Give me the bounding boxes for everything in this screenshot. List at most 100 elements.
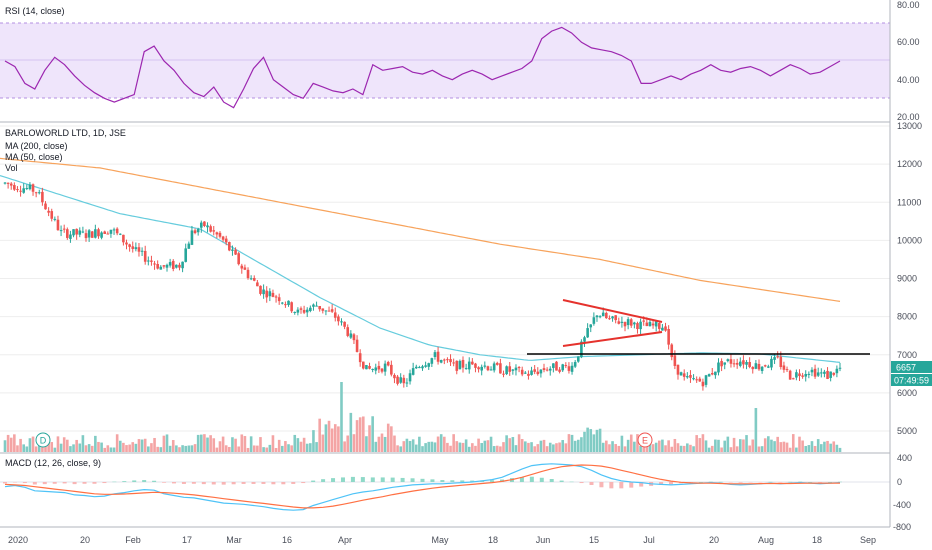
candle-body [321,308,325,311]
candle-body [37,192,41,194]
macd-hist-bar [490,480,495,482]
candle-body [567,366,571,371]
x-axis-label: Sep [860,535,876,545]
x-axis[interactable]: 2020 20 Feb 17 Mar 16 Apr May 18 Jun 15 Jul 20 Aug 18 S… [8,535,876,545]
volume-bar [555,443,558,452]
volume-bar [686,443,689,452]
macd-y-axis[interactable]: 400 0 -400 -800 [893,453,912,532]
candle-body [162,265,166,267]
candle-body [530,370,533,375]
macd-hist-bar [42,482,47,485]
last-price-tag: 6657 07:49:59 [891,361,932,386]
macd-hist-bar [350,476,355,482]
macd-signal-line [4,464,841,509]
triangle-lower-trendline[interactable] [562,331,663,347]
triangle-upper-trendline[interactable] [562,299,663,323]
volume-bar [72,444,75,452]
macd-hist-bar [738,482,743,483]
candle-body [327,310,331,312]
candle-body [94,229,97,238]
candle-body [337,316,340,322]
candle-body [782,365,786,370]
candle-body [66,229,69,238]
candle-body [109,229,113,234]
candle-body [402,377,406,384]
candle-body [165,264,169,268]
volume-bar [203,434,206,452]
volume-bar [573,440,577,452]
candle-body [175,264,178,268]
dividend-badge[interactable]: D [35,432,51,448]
signal-path [4,464,841,509]
volume-bar [742,439,745,452]
volume-bar [779,442,783,452]
candle-body [75,228,78,235]
x-axis-label: Apr [338,535,352,545]
macd-hist-bar [659,482,664,485]
candle-body [168,262,172,266]
candle-body [492,363,496,371]
candle-body [508,366,512,372]
candle-body [262,289,265,295]
volume-bar [165,434,169,452]
macd-hist-bar [599,482,604,488]
volume-bar [274,447,278,452]
price-panel: D E BARLOWORLD LTD, 1D, JSE MA (200, clo… [0,125,890,452]
candle-body [664,326,667,331]
volume-bar [670,446,674,452]
candle-body [6,182,10,184]
macd-hist-bar [3,482,7,484]
volume-bar [259,437,262,452]
volume-bar [13,434,16,452]
candle-body [115,228,119,234]
earnings-badge[interactable]: E [637,432,653,448]
volume-bar [277,439,281,452]
candle-body [823,371,826,374]
price-ytick: 5000 [897,426,917,436]
volume-bar [140,439,144,452]
macd-ytick-400: 400 [897,453,912,463]
volume-bar [293,434,297,452]
candle-body [745,361,748,365]
volume-bar [823,441,826,452]
macd-hist-bar [340,477,345,482]
volume-bar [390,426,393,452]
macd-hist-bar [549,479,554,482]
volume-bar [732,437,736,452]
volume-bar [333,424,337,452]
candle-body [661,327,664,331]
rsi-y-axis[interactable]: 80.00 60.00 40.00 20.00 [897,0,920,122]
candle-body [386,362,390,366]
price-y-axis[interactable]: 13000 12000 11000 10000 9000 8000 7000 6000 5000 [897,121,922,436]
candle-body [59,230,63,232]
macd-hist-bar [291,482,296,484]
volume-bar [586,427,589,452]
volume-bar [754,408,758,452]
volume-bar [118,440,122,452]
candle-body [9,183,13,186]
candle-body [835,368,839,374]
candle-body [296,309,300,313]
x-axis-label: 2020 [8,535,28,545]
candle-body [692,378,695,380]
candle-body [704,375,708,385]
x-axis-label: Feb [125,535,141,545]
volume-bar [41,447,44,452]
candle-body [390,364,393,375]
volume-bar [66,439,69,452]
candle-body [807,373,811,375]
volume-bar [100,442,103,452]
candle-body [555,361,558,371]
volume-bar [343,441,346,452]
candle-body [436,351,440,362]
volume-bar [676,443,680,452]
volume-bar [411,439,415,452]
candle-body [804,374,808,377]
candle-body [178,264,181,268]
volume-bar [770,439,773,452]
volume-bar [661,439,664,452]
volume-bar [125,445,128,452]
candle-body [78,230,82,235]
volume-bar [346,435,350,452]
